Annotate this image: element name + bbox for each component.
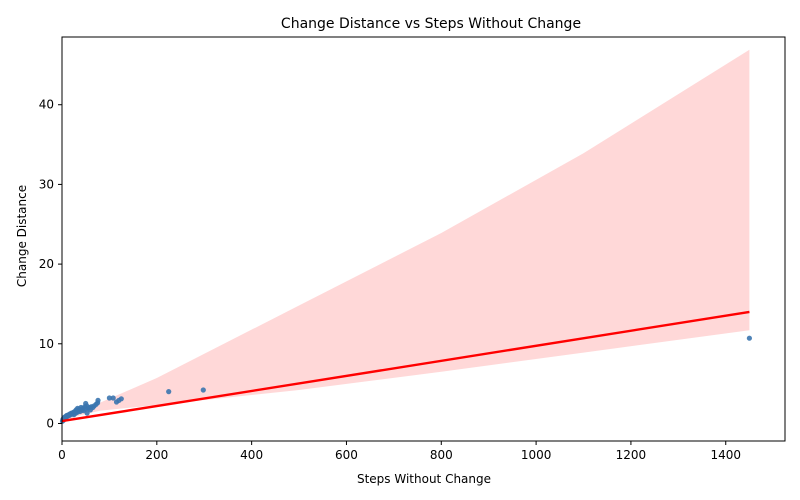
data-point <box>118 396 124 402</box>
y-axis-label: Change Distance <box>15 185 29 287</box>
axes: 0 200 400 600 800 1000 1200 1400 0 10 20 30 40 <box>39 36 786 462</box>
confidence-band-layer <box>62 49 750 424</box>
x-axis-label: Steps Without Change <box>357 472 491 486</box>
data-point <box>200 387 206 393</box>
y-tick-label: 20 <box>39 257 54 271</box>
y-tick-label: 40 <box>39 98 54 112</box>
chart-title: Change Distance vs Steps Without Change <box>281 16 581 32</box>
x-tick-label: 400 <box>240 448 263 462</box>
data-point <box>110 395 116 401</box>
data-point <box>746 335 753 341</box>
data-point <box>95 397 101 403</box>
axes-frame <box>61 36 786 442</box>
y-tick-label: 0 <box>46 416 54 430</box>
regression-line <box>61 310 750 423</box>
y-tick-label: 10 <box>39 337 54 351</box>
x-tick-label: 600 <box>335 448 358 462</box>
fit-line-layer <box>61 310 750 423</box>
x-tick-label: 1000 <box>521 448 552 462</box>
x-tick-label: 200 <box>145 448 168 462</box>
x-tick-label: 0 <box>58 448 66 462</box>
data-point <box>84 410 90 416</box>
y-tick-label: 30 <box>39 177 54 191</box>
x-tick-label: 1400 <box>710 448 741 462</box>
scatter-points <box>59 335 753 424</box>
confidence-band <box>62 49 750 424</box>
x-tick-label: 800 <box>430 448 453 462</box>
data-point <box>106 395 112 401</box>
data-point <box>166 389 172 395</box>
x-tick-label: 1200 <box>616 448 647 462</box>
